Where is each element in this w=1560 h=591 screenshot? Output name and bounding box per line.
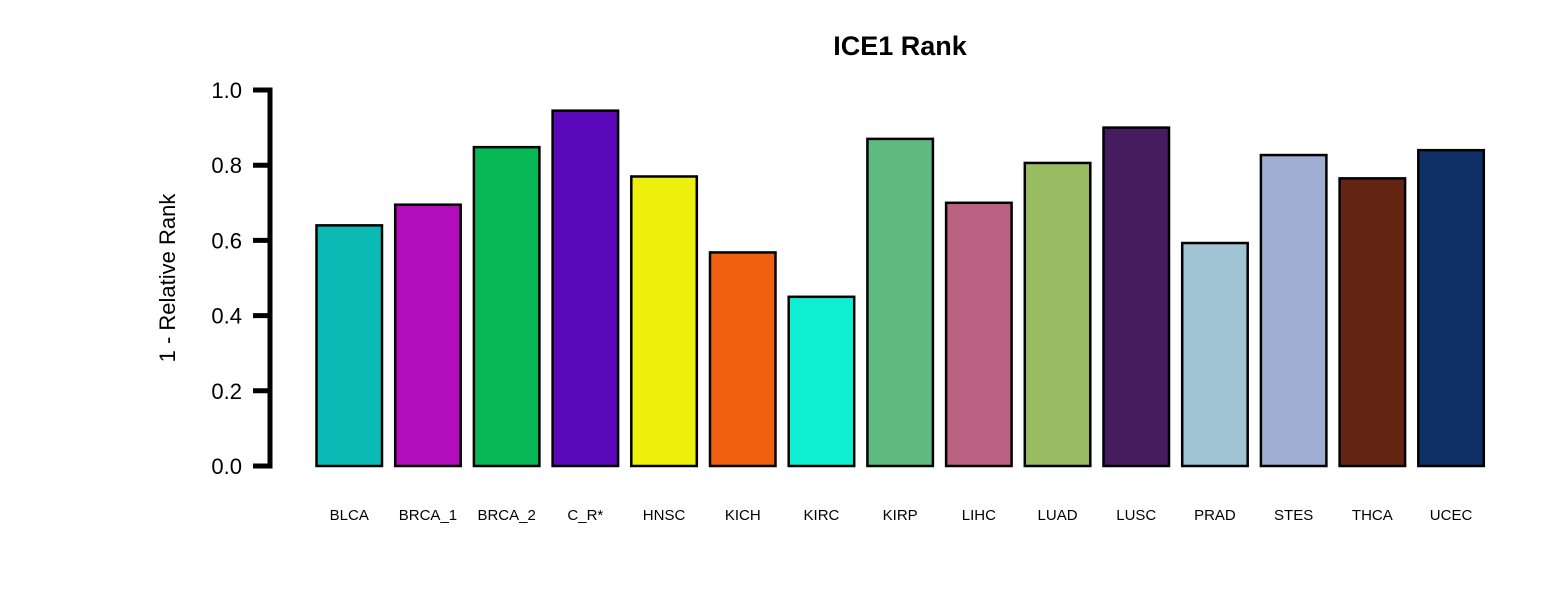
y-axis-tick-label: 0.6 [211,228,242,253]
chart-title: ICE1 Rank [833,31,968,61]
x-axis-tick-label: KIRP [883,507,918,524]
x-axis-tick-label: STES [1274,507,1313,524]
bar-stes [1259,153,1328,468]
bar-blca [315,224,384,468]
x-axis-tick-label: BRCA_2 [477,507,535,524]
y-axis-label: 1 - Relative Rank [155,193,180,363]
bar-prad [1180,241,1249,468]
x-axis-tick-label: THCA [1352,507,1393,524]
x-axis-tick-label: PRAD [1194,507,1236,524]
y-axis-tick-label: 0.0 [211,454,242,479]
bar-c-r [551,109,620,468]
x-axis-tick-label: LUAD [1038,507,1078,524]
x-axis-tick-label: BRCA_1 [399,507,457,524]
bar-brca-2 [472,145,541,468]
bar-lihc [944,201,1013,468]
x-axis-tick-label: UCEC [1430,507,1473,524]
bar-luad [1023,161,1092,468]
bar-hnsc [630,175,699,468]
y-axis: 0.0 0.2 0.4 0.6 0.8 1.0 [211,78,273,479]
bar-kirc [787,295,856,468]
bar-thca [1338,177,1407,468]
x-axis-tick-label: LUSC [1116,507,1156,524]
x-axis-tick-labels: BLCA BRCA_1 BRCA_2 C_R* HNSC KICH KIRC KIRP LIHC… [330,507,1473,524]
bar-ucec [1417,148,1486,468]
y-axis-tick-label: 1.0 [211,78,242,103]
y-axis-tick-label: 0.4 [211,304,242,329]
x-axis-tick-label: BLCA [330,507,369,524]
x-axis-tick-label: LIHC [962,507,996,524]
bars-group [315,109,1486,468]
bar-lusc [1102,126,1171,468]
bar-brca-1 [393,203,462,468]
x-axis-tick-label: C_R* [567,507,603,524]
y-axis-tick-label: 0.8 [211,153,242,178]
x-axis-tick-label: HNSC [643,507,686,524]
x-axis-tick-label: KICH [725,507,761,524]
bar-kirp [866,137,935,468]
bar-kich [708,251,777,468]
y-axis-tick-label: 0.2 [211,379,242,404]
x-axis-tick-label: KIRC [804,507,840,524]
